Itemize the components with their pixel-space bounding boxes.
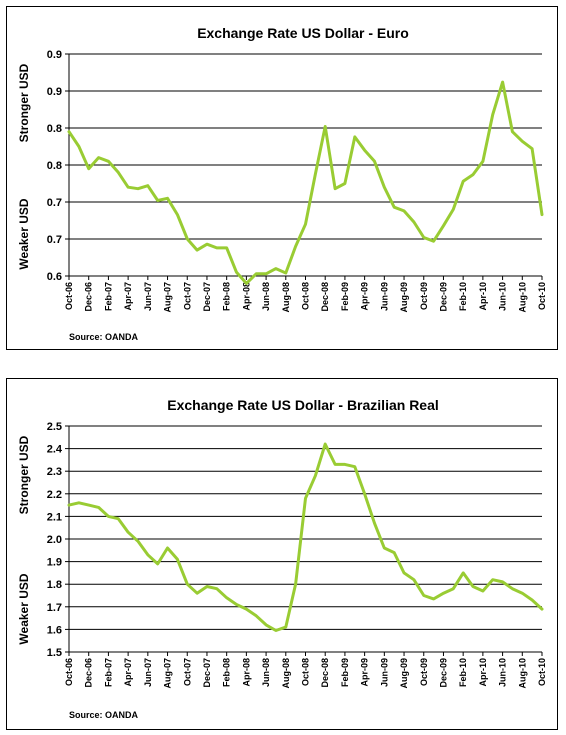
chart0-x-tick-label: Apr-10 <box>478 282 488 311</box>
chart0-x-tick-label: Jun-10 <box>498 282 508 311</box>
chart1-x-tick-label: Apr-09 <box>360 658 370 687</box>
chart1-x-tick-label: Dec-08 <box>320 658 330 688</box>
chart1-x-tick-label: Aug-07 <box>163 658 173 689</box>
chart1-y-tick-label: 2.4 <box>47 444 63 456</box>
chart0-x-tick-label: Oct-09 <box>419 282 429 310</box>
chart1-x-tick-label: Aug-09 <box>399 658 409 689</box>
chart1-x-tick-label: Oct-10 <box>537 658 547 686</box>
chart0-x-tick-label: Dec-09 <box>438 282 448 312</box>
euro-chart: Exchange Rate US Dollar - Euro 0.6 0.7 0.7 0… <box>17 25 547 342</box>
chart0-x-tick-label: Aug-08 <box>281 282 291 313</box>
chart0-x-tick-label: Oct-07 <box>182 282 192 310</box>
chart0-x-tick-label: Dec-07 <box>202 282 212 312</box>
chart1-x-tick-label: Feb-10 <box>458 658 468 687</box>
chart0-x-tick-label: Apr-07 <box>123 282 133 311</box>
chart1-x-tick-label: Apr-10 <box>478 658 488 687</box>
chart1-x-tick-label: Dec-06 <box>84 658 94 688</box>
chart1-x-tick-label: Aug-08 <box>281 658 291 689</box>
chart1-y-tick-label: 1.6 <box>47 624 62 636</box>
chart0-y-tick-label: 0.8 <box>47 160 62 172</box>
chart1-title: Exchange Rate US Dollar - Brazilian Real <box>167 397 439 413</box>
chart0-source: Source: OANDA <box>69 332 139 342</box>
chart0-x-tick-label: Jun-09 <box>379 282 389 311</box>
chart0-x-tick-label: Apr-09 <box>360 282 370 311</box>
chart1-x-tick-label: Jun-07 <box>143 658 153 687</box>
chart0-x-tick-label: Apr-08 <box>241 282 251 311</box>
chart1-y-tick-label: 1.8 <box>47 579 62 591</box>
chart1-x-tick-label: Apr-08 <box>241 658 251 687</box>
chart0-x-tick-label: Dec-08 <box>320 282 330 312</box>
chart0-x-tick-label: Feb-09 <box>340 282 350 311</box>
chart0-lower-label: Weaker USD <box>17 198 31 269</box>
chart0-x-tick-label: Oct-08 <box>301 282 311 310</box>
chart0-y-tick-label: 0.6 <box>47 271 62 283</box>
chart0-x-tick-label: Feb-10 <box>458 282 468 311</box>
chart0-y-tick-label: 0.8 <box>47 123 62 135</box>
chart0-x-tick-label: Feb-07 <box>103 282 113 311</box>
chart1-y-tick-label: 2.2 <box>47 489 62 501</box>
chart1-x-tick-label: Oct-06 <box>64 658 74 686</box>
chart0-x-tick-label: Jun-08 <box>261 282 271 311</box>
real-chart: Exchange Rate US Dollar - Brazilian Real… <box>17 397 547 720</box>
chart1-x-tick-label: Dec-09 <box>438 658 448 688</box>
chart0-x-tick-label: Aug-07 <box>163 282 173 313</box>
chart1-x-tick-label: Dec-07 <box>202 658 212 688</box>
chart0-y-tick-label: 0.7 <box>47 234 62 246</box>
chart0-x-tick-label: Oct-10 <box>537 282 547 310</box>
chart1-y-tick-label: 1.7 <box>47 602 62 614</box>
chart0-x-tick-label: Jun-07 <box>143 282 153 311</box>
chart1-x-tick-label: Feb-09 <box>340 658 350 687</box>
chart0-x-tick-label: Oct-06 <box>64 282 74 310</box>
chart1-y-tick-label: 2.0 <box>47 534 62 546</box>
chart1-y-tick-label: 1.9 <box>47 557 62 569</box>
chart1-y-tick-label: 1.5 <box>47 647 62 659</box>
chart1-x-tick-label: Feb-07 <box>103 658 113 687</box>
chart1-x-tick-label: Jun-10 <box>498 658 508 687</box>
chart1-y-tick-label: 2.5 <box>47 421 62 433</box>
chart1-series-line <box>67 442 544 632</box>
chart0-x-tick-label: Dec-06 <box>84 282 94 312</box>
chart0-x-tick-label: Feb-08 <box>222 282 232 311</box>
chart0-upper-label: Stronger USD <box>17 63 31 142</box>
chart1-x-tick-label: Aug-10 <box>517 658 527 689</box>
chart1-x-tick-label: Feb-08 <box>222 658 232 687</box>
chart0-y-tick-label: 0.9 <box>47 86 62 98</box>
chart0-x-tick-label: Aug-10 <box>517 282 527 313</box>
chart0-title: Exchange Rate US Dollar - Euro <box>197 25 409 41</box>
chart0-y-tick-label: 0.9 <box>47 49 62 61</box>
chart1-y-tick-label: 2.3 <box>47 466 62 478</box>
chart0-x-tick-label: Aug-09 <box>399 282 409 313</box>
chart1-x-tick-label: Oct-07 <box>182 658 192 686</box>
euro-chart-panel: Exchange Rate US Dollar - Euro 0.6 0.7 0.7 0… <box>6 6 558 350</box>
chart0-y-tick-label: 0.7 <box>47 197 62 209</box>
chart1-x-tick-label: Jun-08 <box>261 658 271 687</box>
real-chart-panel: Exchange Rate US Dollar - Brazilian Real… <box>6 378 558 730</box>
chart1-x-tick-label: Oct-08 <box>301 658 311 686</box>
chart1-x-tick-label: Jun-09 <box>379 658 389 687</box>
chart1-upper-label: Stronger USD <box>17 435 31 514</box>
chart1-y-tick-label: 2.1 <box>47 511 62 523</box>
chart1-source: Source: OANDA <box>69 710 139 720</box>
chart1-x-tick-label: Apr-07 <box>123 658 133 687</box>
chart0-series-line <box>67 80 544 285</box>
chart1-x-tick-label: Oct-09 <box>419 658 429 686</box>
chart1-lower-label: Weaker USD <box>17 573 31 644</box>
